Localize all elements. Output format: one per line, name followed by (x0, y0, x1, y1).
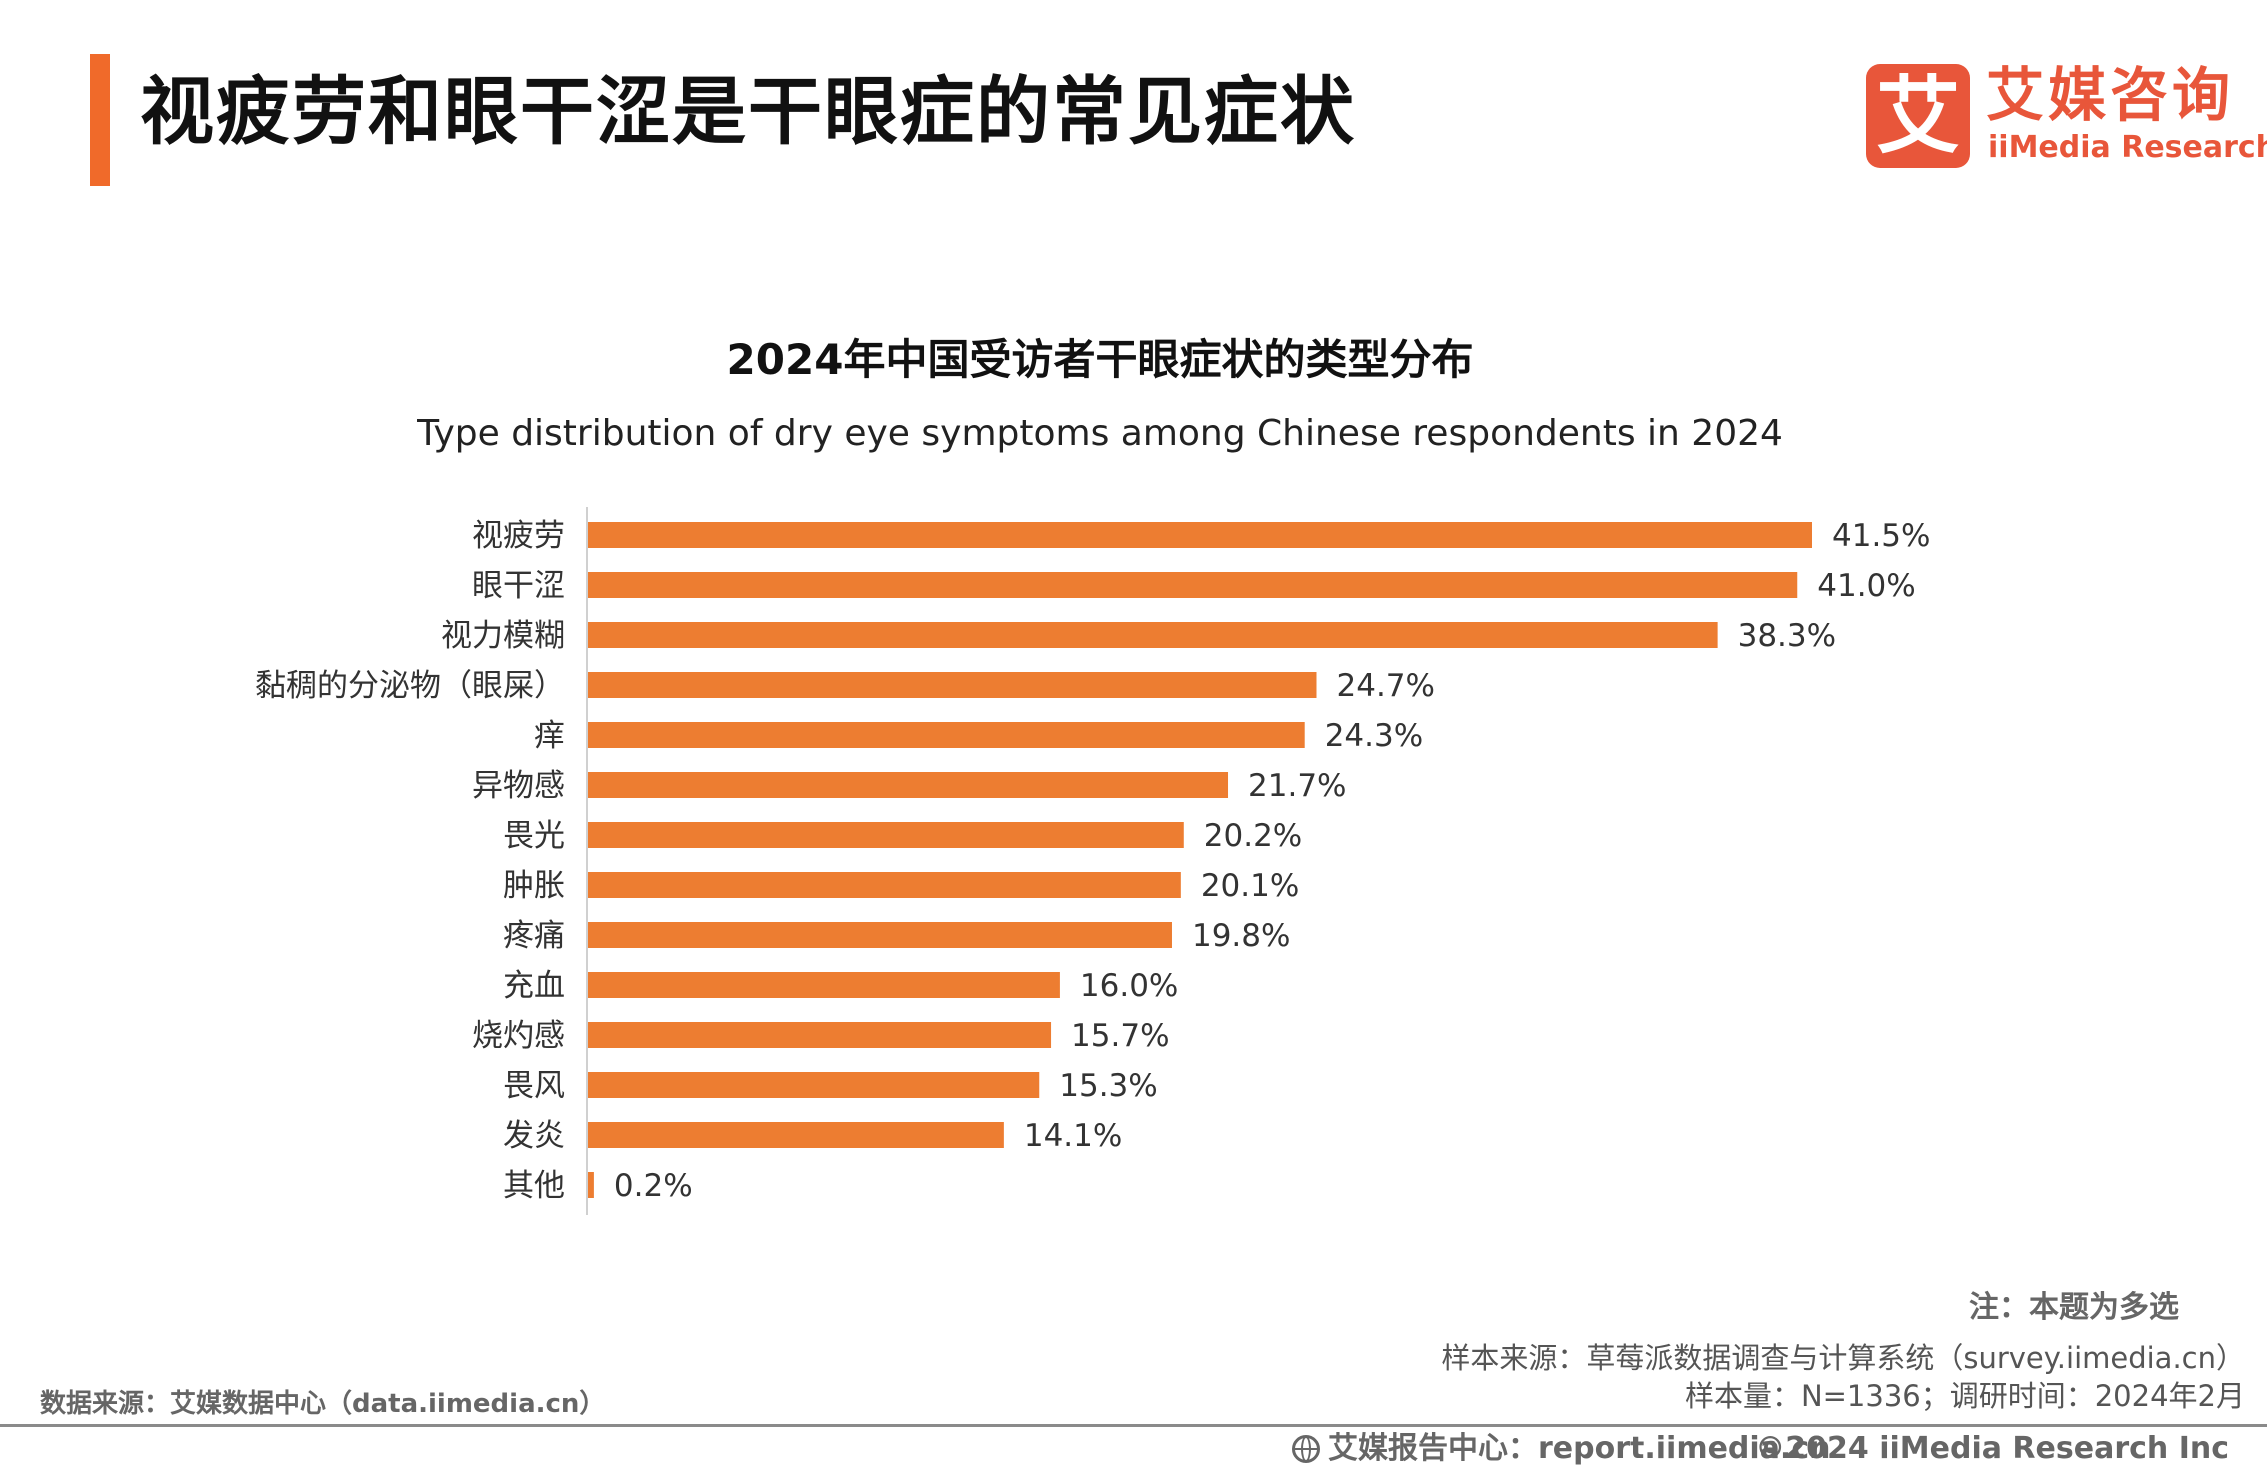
footer-report-center: 艾媒报告中心：report.iimedia.cn (1292, 1428, 1830, 1470)
category-label: 黏稠的分泌物（眼屎） (255, 668, 565, 704)
value-label: 20.1% (1201, 868, 1299, 904)
bar (588, 1022, 1052, 1048)
value-label: 19.8% (1192, 918, 1290, 954)
data-source: 数据来源：艾媒数据中心（data.iimedia.cn） (40, 1389, 606, 1419)
sample-size: 样本量：N=1336；调研时间：2024年2月 (1684, 1379, 2245, 1413)
value-label: 15.3% (1059, 1068, 1157, 1104)
chart-subtitle: Type distribution of dry eye symptoms am… (417, 413, 1783, 454)
category-label: 发炎 (503, 1118, 565, 1154)
value-label: 20.2% (1204, 818, 1302, 854)
category-label: 异物感 (472, 768, 565, 804)
logo-mark-icon: 艾 (1866, 64, 1970, 168)
page-title: 视疲劳和眼干涩是干眼症的常见症状 (140, 69, 1356, 155)
value-label: 0.2% (614, 1168, 693, 1204)
bar (588, 1172, 594, 1198)
category-label: 视疲劳 (472, 518, 565, 554)
logo-name-en: iiMedia Research (1988, 130, 2267, 165)
bar (588, 822, 1184, 848)
bar (588, 1122, 1004, 1148)
globe-icon (1292, 1435, 1320, 1463)
category-label: 畏光 (503, 818, 565, 854)
category-label: 畏风 (503, 1068, 565, 1104)
logo-name-cn: 艾媒咨询 (1986, 61, 2235, 129)
bar (588, 622, 1718, 648)
multi-select-note: 注：本题为多选 (1969, 1290, 2179, 1325)
value-label: 15.7% (1071, 1018, 1169, 1054)
bar (588, 722, 1305, 748)
category-label: 充血 (503, 968, 565, 1004)
bar (588, 522, 1812, 548)
bar (588, 922, 1172, 948)
value-label: 14.1% (1024, 1118, 1122, 1154)
category-label: 视力模糊 (441, 618, 565, 654)
sample-source: 样本来源：草莓派数据调查与计算系统（survey.iimedia.cn） (1441, 1341, 2245, 1375)
bar (588, 572, 1798, 598)
category-label: 其他 (503, 1168, 565, 1204)
bar (588, 972, 1060, 998)
value-label: 41.5% (1832, 518, 1930, 554)
footer-report-text: 艾媒报告中心：report.iimedia.cn (1328, 1431, 1831, 1466)
category-label: 痒 (534, 718, 565, 754)
value-label: 16.0% (1080, 968, 1178, 1004)
category-label: 烧灼感 (472, 1018, 565, 1054)
value-label: 41.0% (1817, 568, 1915, 604)
brand-logo: 艾 艾媒咨询 iiMedia Research (1866, 61, 2267, 168)
category-label: 疼痛 (503, 918, 565, 954)
bar (588, 1072, 1040, 1098)
value-label: 24.7% (1337, 668, 1435, 704)
value-label: 21.7% (1248, 768, 1346, 804)
footer-divider (0, 1424, 2267, 1427)
category-label: 眼干涩 (472, 568, 565, 604)
category-label: 肿胀 (503, 868, 565, 904)
title-accent-bar (90, 54, 110, 186)
value-label: 24.3% (1325, 718, 1423, 754)
bar (588, 672, 1317, 698)
chart-title: 2024年中国受访者干眼症状的类型分布 (726, 335, 1474, 384)
bar (588, 772, 1229, 798)
bar (588, 872, 1181, 898)
value-label: 38.3% (1738, 618, 1836, 654)
footer-copyright: ©2024 iiMedia Research Inc (1755, 1431, 2229, 1466)
